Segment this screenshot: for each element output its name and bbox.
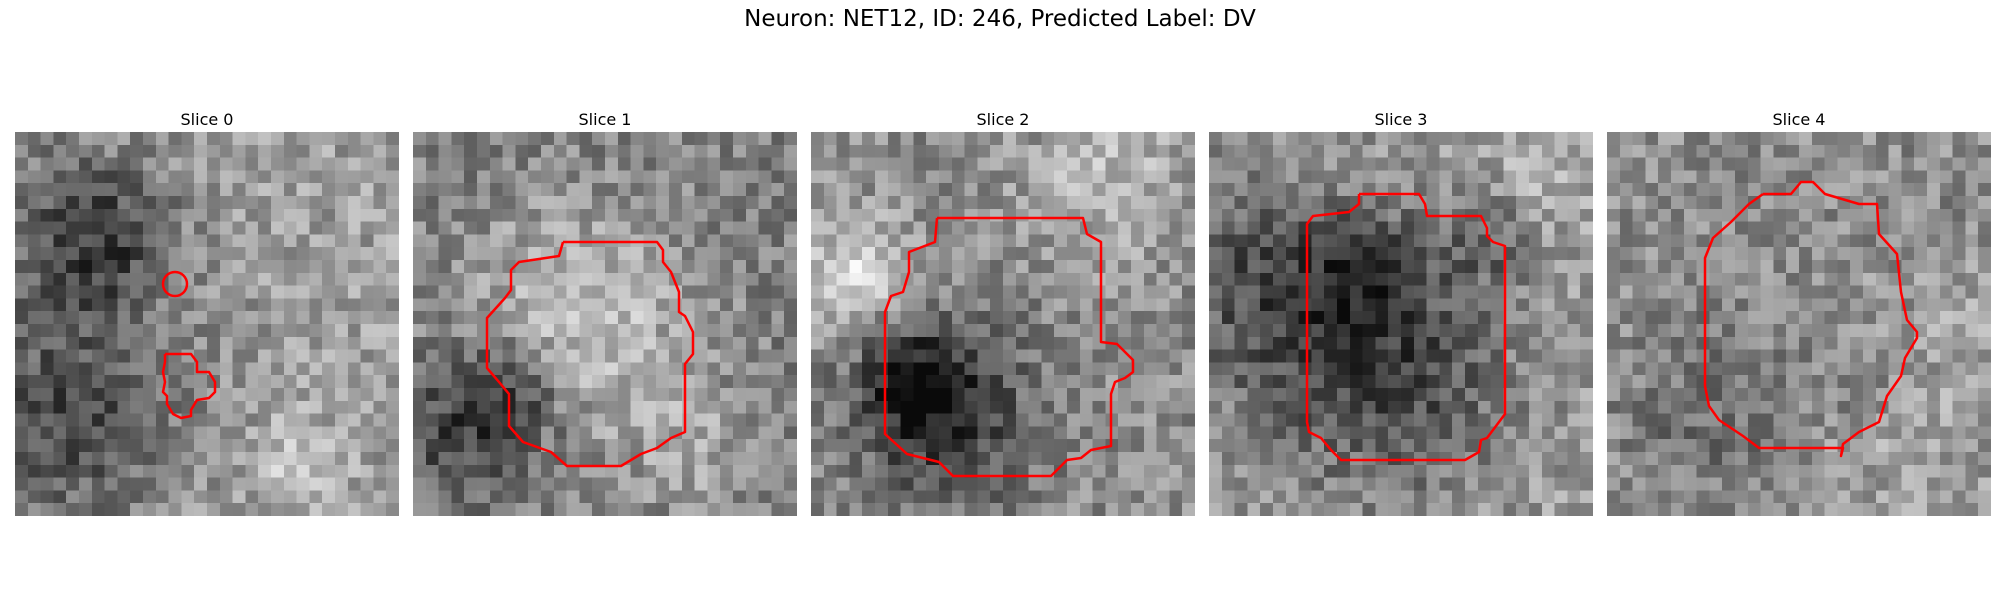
- slice-panel-3: Slice 3: [1209, 108, 1593, 516]
- figure-title: Neuron: NET12, ID: 246, Predicted Label:…: [744, 6, 1256, 32]
- panel-title: Slice 3: [1374, 110, 1428, 129]
- slice-image: [413, 132, 797, 516]
- slice-image: [15, 132, 399, 516]
- slice-image: [811, 132, 1195, 516]
- panel-title: Slice 0: [180, 110, 234, 129]
- roi-contour: [1703, 180, 1919, 458]
- roi-contour: [883, 216, 1135, 478]
- roi-contour: [485, 240, 695, 468]
- panel-title: Slice 2: [976, 110, 1030, 129]
- roi-contour: [161, 270, 217, 420]
- roi-contour: [1305, 192, 1507, 462]
- slice-panel-4: Slice 4: [1607, 108, 1991, 516]
- slice-image: [1209, 132, 1593, 516]
- slice-panel-1: Slice 1: [413, 108, 797, 516]
- panel-title: Slice 1: [578, 110, 632, 129]
- slice-panel-2: Slice 2: [811, 108, 1195, 516]
- slice-image: [1607, 132, 1991, 516]
- panel-title: Slice 4: [1772, 110, 1826, 129]
- slice-panel-0: Slice 0: [15, 108, 399, 516]
